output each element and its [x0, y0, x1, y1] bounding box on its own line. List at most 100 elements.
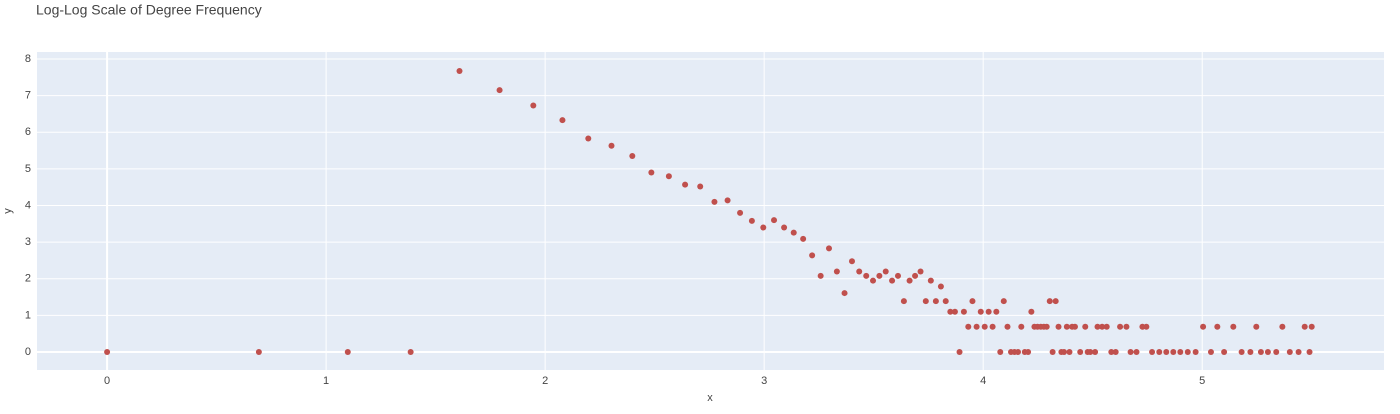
- point: [1071, 323, 1078, 330]
- point: [917, 268, 924, 275]
- point: [973, 323, 980, 330]
- y-tick-label: 6: [25, 126, 31, 138]
- point: [1004, 323, 1011, 330]
- point: [665, 173, 672, 180]
- point: [1127, 349, 1134, 356]
- point: [989, 323, 996, 330]
- point: [1200, 323, 1207, 330]
- point: [1230, 323, 1237, 330]
- point: [993, 308, 1000, 315]
- point: [889, 277, 896, 284]
- x-tick-label: 1: [323, 375, 329, 387]
- point: [1061, 349, 1068, 356]
- point: [841, 290, 848, 297]
- point: [1149, 349, 1156, 356]
- point: [407, 349, 414, 356]
- point: [825, 245, 832, 252]
- point: [956, 349, 963, 356]
- point: [1043, 323, 1050, 330]
- point: [496, 87, 503, 94]
- point: [629, 153, 636, 160]
- point: [1184, 349, 1191, 356]
- x-tick-label: 0: [104, 375, 110, 387]
- point: [1192, 349, 1199, 356]
- point: [1214, 323, 1221, 330]
- x-tick-label: 3: [761, 375, 767, 387]
- point: [870, 277, 877, 284]
- point: [1295, 349, 1302, 356]
- point: [965, 323, 972, 330]
- point: [922, 298, 929, 305]
- point: [848, 258, 855, 265]
- point: [1049, 349, 1056, 356]
- point: [781, 224, 788, 231]
- point: [682, 181, 689, 188]
- y-tick-label: 0: [25, 346, 31, 358]
- point: [906, 277, 913, 284]
- point: [104, 349, 111, 356]
- point: [960, 308, 967, 315]
- point: [1306, 349, 1313, 356]
- point: [1163, 349, 1170, 356]
- x-tick-label: 2: [542, 375, 548, 387]
- point: [937, 283, 944, 290]
- point: [942, 298, 949, 305]
- point: [1052, 298, 1059, 305]
- point: [856, 268, 863, 275]
- point: [1143, 323, 1150, 330]
- point: [894, 272, 901, 279]
- point: [997, 349, 1004, 356]
- point: [1207, 349, 1214, 356]
- point: [882, 268, 889, 275]
- point: [1015, 349, 1022, 356]
- point: [977, 308, 984, 315]
- point: [1112, 349, 1119, 356]
- y-tick-label: 7: [25, 90, 31, 102]
- point: [912, 272, 919, 279]
- point: [1000, 298, 1007, 305]
- point: [969, 298, 976, 305]
- point: [947, 308, 954, 315]
- chart-title: Log-Log Scale of Degree Frequency: [36, 2, 262, 18]
- y-tick-label: 5: [25, 163, 31, 175]
- point: [1286, 349, 1293, 356]
- point: [1108, 349, 1115, 356]
- point: [1308, 323, 1315, 330]
- point: [863, 272, 870, 279]
- point: [1077, 349, 1084, 356]
- point: [1025, 349, 1032, 356]
- point: [530, 102, 537, 109]
- point: [1063, 323, 1070, 330]
- point: [817, 272, 824, 279]
- point: [1247, 349, 1254, 356]
- point: [697, 183, 704, 190]
- plot-area: [37, 52, 1384, 370]
- point: [1253, 323, 1260, 330]
- point: [711, 198, 718, 205]
- y-axis-label: y: [2, 208, 14, 214]
- point: [1103, 323, 1110, 330]
- point: [559, 117, 566, 124]
- point: [981, 323, 988, 330]
- point: [1221, 349, 1228, 356]
- point: [1066, 349, 1073, 356]
- y-tick-label: 1: [25, 309, 31, 321]
- point: [1028, 308, 1035, 315]
- point: [1092, 349, 1099, 356]
- x-tick-label: 4: [980, 375, 986, 387]
- point: [1156, 349, 1163, 356]
- y-tick-label: 2: [25, 273, 31, 285]
- point: [1301, 323, 1308, 330]
- point: [1123, 323, 1130, 330]
- point: [456, 68, 463, 75]
- point: [1133, 349, 1140, 356]
- point: [748, 217, 755, 224]
- y-tick-label: 3: [25, 236, 31, 248]
- point: [900, 298, 907, 305]
- point: [648, 169, 655, 176]
- point: [932, 298, 939, 305]
- point: [1273, 349, 1280, 356]
- point: [927, 277, 934, 284]
- point: [809, 252, 816, 259]
